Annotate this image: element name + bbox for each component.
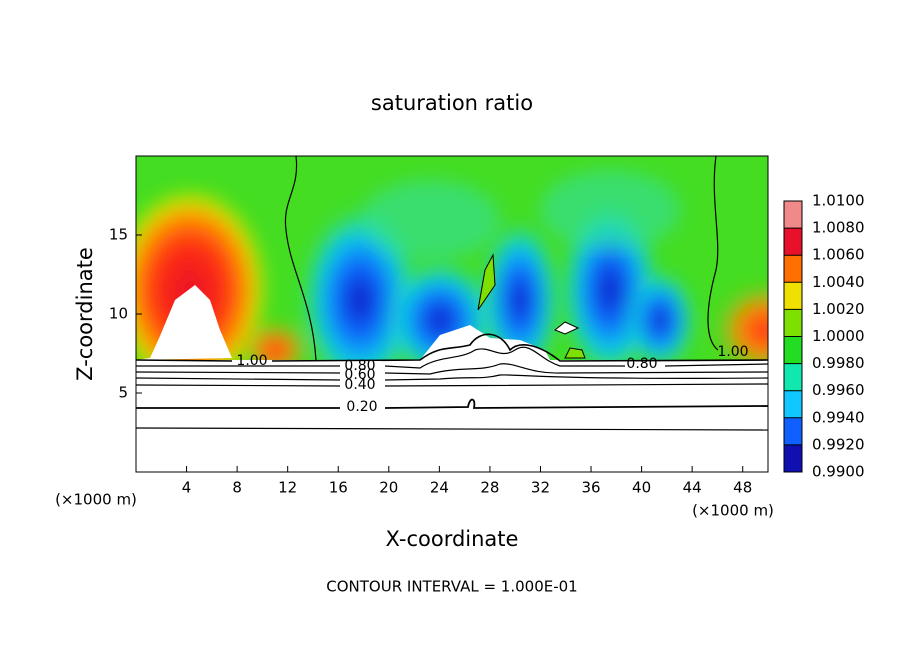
contour-label: 0.80: [626, 356, 657, 372]
colorbar-band: [784, 417, 802, 445]
x-axis-label: X-coordinate: [386, 527, 519, 551]
chart-title: saturation ratio: [371, 91, 533, 115]
x-tick-label: 44: [683, 479, 702, 497]
colorbar-band: [784, 363, 802, 391]
x-tick-label: 16: [329, 479, 348, 497]
x-tick-label: 4: [182, 479, 192, 497]
x-tick-label: 40: [632, 479, 651, 497]
x-tick-label: 24: [430, 479, 449, 497]
footer: CONTOUR INTERVAL = 1.000E-01: [326, 578, 577, 596]
y-unit: (×1000 m): [55, 491, 137, 509]
colorbar-tick-label: 1.0020: [812, 300, 865, 318]
x-tick-label: 32: [531, 479, 550, 497]
colorbar-tick-label: 1.0040: [812, 273, 865, 291]
contour-label: 0.60: [344, 367, 375, 383]
colorbar-band: [784, 336, 802, 364]
colorbar-tick-label: 0.9900: [812, 463, 865, 481]
contour-label: 0.80: [344, 358, 375, 374]
colorbar-band: [784, 390, 802, 418]
contour-lines: [136, 156, 768, 431]
colorbar-tick-label: 0.9920: [812, 435, 865, 453]
x-tick-label: 28: [480, 479, 499, 497]
x-tick-label: 48: [733, 479, 752, 497]
colorbar-tick-label: 1.0060: [812, 246, 865, 264]
colorbar-tick-label: 0.9960: [812, 381, 865, 399]
colorbar-tick-label: 0.9940: [812, 408, 865, 426]
x-tick-label: 12: [278, 479, 297, 497]
colorbar-band: [784, 228, 802, 256]
colorbar-band: [784, 201, 802, 229]
colorbar-band: [784, 444, 802, 472]
x-unit: (×1000 m): [692, 502, 774, 520]
colorbar-tick-label: 1.0100: [812, 192, 865, 210]
x-tick-label: 8: [232, 479, 242, 497]
contour-label: 1.00: [236, 353, 267, 369]
x-tick-label: 36: [581, 479, 600, 497]
y-tick-label: 10: [109, 305, 128, 323]
contour-label: 0.20: [346, 399, 377, 415]
y-axis-label: Z-coordinate: [73, 247, 97, 381]
contour-label: 0.40: [344, 377, 375, 393]
colorbar-tick-label: 1.0000: [812, 327, 865, 345]
colorbar-band: [784, 282, 802, 310]
y-tick-label: 5: [118, 384, 128, 402]
colorbar-tick-label: 1.0080: [812, 219, 865, 237]
field: [136, 156, 768, 472]
contour-label: 1.00: [717, 344, 748, 360]
y-tick-label: 15: [109, 226, 128, 244]
colorbar-band: [784, 309, 802, 337]
colorbar-tick-label: 0.9980: [812, 354, 865, 372]
colorbar-band: [784, 255, 802, 283]
x-tick-label: 20: [379, 479, 398, 497]
